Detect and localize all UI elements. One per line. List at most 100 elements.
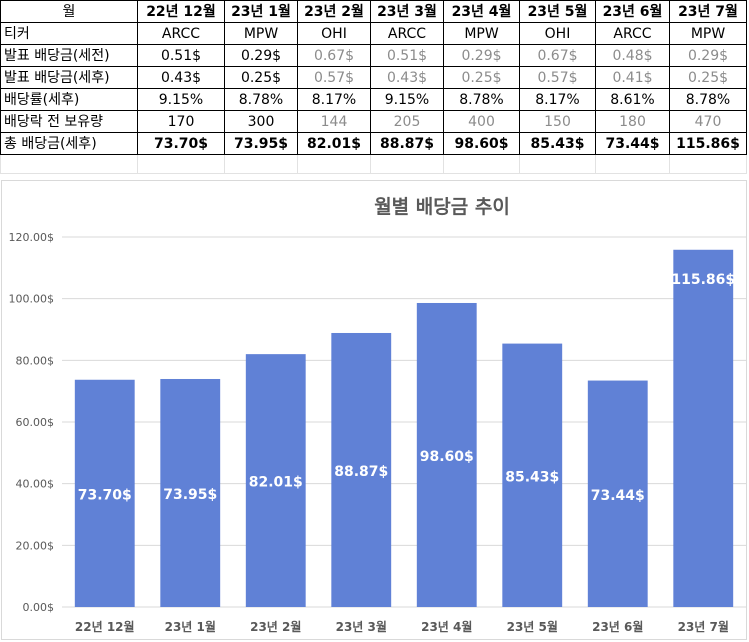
table-cell[interactable]: 150 <box>519 110 596 133</box>
empty-cell[interactable] <box>0 154 138 174</box>
data-label: 98.60$ <box>420 449 474 465</box>
bar <box>245 354 306 607</box>
table-cell[interactable]: 0.29$ <box>224 44 298 67</box>
table-cell[interactable]: 73.44$ <box>595 132 670 155</box>
x-tick-label: 23년 7월 <box>678 619 729 634</box>
y-tick-label: 0.00$ <box>23 601 55 614</box>
table-cell[interactable]: 8.17% <box>297 88 371 111</box>
bar <box>587 380 648 607</box>
table-cell[interactable]: ARCC <box>370 22 444 45</box>
data-label: 73.70$ <box>78 487 132 503</box>
table-cell[interactable]: 0.43$ <box>370 66 444 89</box>
table-cell[interactable]: 0.57$ <box>297 66 371 89</box>
header-label-cell[interactable]: 월 <box>0 0 138 23</box>
table-cell[interactable]: 8.17% <box>519 88 596 111</box>
table-cell[interactable]: 0.67$ <box>519 44 596 67</box>
table-cell[interactable]: 82.01$ <box>297 132 371 155</box>
row-label-cell[interactable]: 배당락 전 보유량 <box>0 110 138 133</box>
table-cell[interactable]: MPW <box>443 22 520 45</box>
table-cell[interactable]: 9.15% <box>137 88 225 111</box>
table-cell[interactable]: ARCC <box>595 22 670 45</box>
empty-cell[interactable] <box>669 154 747 174</box>
table-cell[interactable]: 0.51$ <box>137 44 225 67</box>
table-cell[interactable]: 180 <box>595 110 670 133</box>
row-label-cell[interactable]: 티커 <box>0 22 138 45</box>
row-label-cell[interactable]: 배당률(세후) <box>0 88 138 111</box>
row-label-cell[interactable]: 발표 배당금(세전) <box>0 44 138 67</box>
table-cell[interactable]: OHI <box>297 22 371 45</box>
total-dividend-row: 총 배당금(세후) 73.70$ 73.95$ 82.01$ 88.87$ 98… <box>0 132 747 155</box>
x-tick-label: 23년 1월 <box>165 619 216 634</box>
chart-area[interactable]: 월별 배당금 추이 0.00$ 20.00$ 40.00$ 60.00$ 80.00$ 1… <box>1 180 747 640</box>
table-cell[interactable]: 0.43$ <box>137 66 225 89</box>
header-month-cell[interactable]: 23년 6월 <box>595 0 670 23</box>
empty-cell[interactable] <box>137 154 225 174</box>
pretax-dividend-row: 발표 배당금(세전) 0.51$ 0.29$ 0.67$ 0.51$ 0.29$… <box>0 44 747 67</box>
table-cell[interactable]: 470 <box>669 110 747 133</box>
table-cell[interactable]: 98.60$ <box>443 132 520 155</box>
table-cell[interactable]: 0.57$ <box>519 66 596 89</box>
table-cell[interactable]: 8.61% <box>595 88 670 111</box>
empty-row <box>0 154 747 174</box>
bars <box>74 249 734 607</box>
table-cell[interactable]: 0.51$ <box>370 44 444 67</box>
header-month-cell[interactable]: 23년 3월 <box>370 0 444 23</box>
y-tick-label: 20.00$ <box>16 539 55 552</box>
header-month-cell[interactable]: 23년 2월 <box>297 0 371 23</box>
x-tick-label: 23년 4월 <box>421 619 472 634</box>
table-cell[interactable]: 300 <box>224 110 298 133</box>
empty-cell[interactable] <box>297 154 371 174</box>
header-month-cell[interactable]: 23년 7월 <box>669 0 747 23</box>
table-cell[interactable]: 85.43$ <box>519 132 596 155</box>
header-month-cell[interactable]: 22년 12월 <box>137 0 225 23</box>
y-tick-label: 60.00$ <box>16 416 55 429</box>
table-cell[interactable]: 0.25$ <box>224 66 298 89</box>
data-labels: 73.70$ 73.95$ 82.01$ 88.87$ 98.60$ 85.43$ 73.4… <box>78 272 735 504</box>
row-label-cell[interactable]: 총 배당금(세후) <box>0 132 138 155</box>
table-cell[interactable]: 73.70$ <box>137 132 225 155</box>
table-cell[interactable]: 170 <box>137 110 225 133</box>
aftertax-dividend-row: 발표 배당금(세후) 0.43$ 0.25$ 0.57$ 0.43$ 0.25$… <box>0 66 747 89</box>
table-cell[interactable]: 205 <box>370 110 444 133</box>
table-cell[interactable]: 8.78% <box>669 88 747 111</box>
table-cell[interactable]: OHI <box>519 22 596 45</box>
empty-cell[interactable] <box>595 154 670 174</box>
table-cell[interactable]: 400 <box>443 110 520 133</box>
table-cell[interactable]: 8.78% <box>224 88 298 111</box>
row-label-cell[interactable]: 발표 배당금(세후) <box>0 66 138 89</box>
table-cell[interactable]: 144 <box>297 110 371 133</box>
table-cell[interactable]: 0.25$ <box>443 66 520 89</box>
bar <box>416 302 477 607</box>
y-tick-label: 120.00$ <box>9 231 55 244</box>
table-cell[interactable]: 0.25$ <box>669 66 747 89</box>
bar <box>502 343 563 607</box>
bar <box>74 379 135 607</box>
x-axis-labels: 22년 12월 23년 1월 23년 2월 23년 3월 23년 4월 23년 5월 23년… <box>75 619 729 634</box>
header-month-cell[interactable]: 23년 5월 <box>519 0 596 23</box>
empty-cell[interactable] <box>443 154 520 174</box>
empty-cell[interactable] <box>370 154 444 174</box>
table-cell[interactable]: MPW <box>669 22 747 45</box>
empty-cell[interactable] <box>519 154 596 174</box>
dividend-table: 월 22년 12월 23년 1월 23년 2월 23년 3월 23년 4월 23… <box>0 0 747 174</box>
table-cell[interactable]: ARCC <box>137 22 225 45</box>
table-cell[interactable]: 0.41$ <box>595 66 670 89</box>
table-cell[interactable]: 73.95$ <box>224 132 298 155</box>
table-cell[interactable]: 115.86$ <box>669 132 747 155</box>
table-cell[interactable]: 9.15% <box>370 88 444 111</box>
data-label: 73.95$ <box>163 487 217 503</box>
header-month-cell[interactable]: 23년 1월 <box>224 0 298 23</box>
table-cell[interactable]: 0.48$ <box>595 44 670 67</box>
header-month-cell[interactable]: 23년 4월 <box>443 0 520 23</box>
table-cell[interactable]: 0.67$ <box>297 44 371 67</box>
table-cell[interactable]: 8.78% <box>443 88 520 111</box>
table-cell[interactable]: 88.87$ <box>370 132 444 155</box>
y-tick-label: 80.00$ <box>16 354 55 367</box>
table-cell[interactable]: MPW <box>224 22 298 45</box>
table-cell[interactable]: 0.29$ <box>443 44 520 67</box>
holdings-row: 배당락 전 보유량 170 300 144 205 400 150 180 47… <box>0 110 747 133</box>
empty-cell[interactable] <box>224 154 298 174</box>
header-row: 월 22년 12월 23년 1월 23년 2월 23년 3월 23년 4월 23… <box>0 0 747 23</box>
table-cell[interactable]: 0.29$ <box>669 44 747 67</box>
data-label: 82.01$ <box>249 475 303 491</box>
